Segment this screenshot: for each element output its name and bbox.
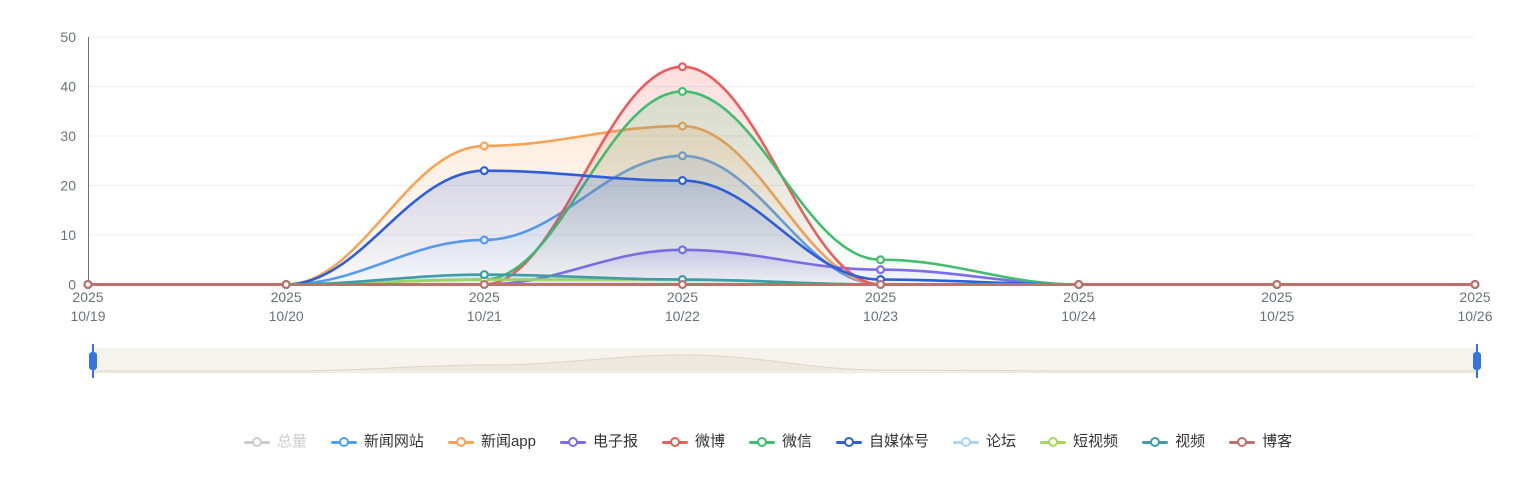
legend-line-icon	[661, 435, 688, 449]
legend-line-icon	[1040, 435, 1067, 449]
legend-item-博客[interactable]: 博客	[1229, 429, 1292, 455]
legend-line-icon	[243, 435, 270, 449]
datazoom-left-handle-icon[interactable]	[92, 343, 94, 378]
legend-label: 自媒体号	[869, 433, 930, 450]
datazoom-data-shadow	[93, 354, 1477, 372]
legend-item-新闻app[interactable]: 新闻app	[447, 429, 536, 455]
svg-text:10/21: 10/21	[467, 308, 502, 324]
legend-line-icon	[559, 435, 586, 449]
legend-item-新闻网站[interactable]: 新闻网站	[330, 429, 424, 455]
svg-text:50: 50	[60, 29, 76, 45]
series-line-博客	[83, 280, 1480, 290]
datazoom-right-handle-icon[interactable]	[1476, 343, 1478, 378]
legend-label: 新闻app	[480, 433, 536, 450]
legend-label: 电子报	[592, 433, 638, 450]
legend-item-论坛[interactable]: 论坛	[953, 429, 1016, 455]
svg-text:2025: 2025	[469, 289, 500, 305]
legend-label: 总量	[276, 433, 307, 450]
legend-label: 视频	[1175, 433, 1206, 450]
legend-item-总量[interactable]: 总量	[243, 429, 307, 455]
legend-line-icon	[953, 435, 980, 449]
legend-line-icon	[1229, 435, 1256, 449]
legend-label: 新闻网站	[363, 433, 424, 450]
svg-text:10/19: 10/19	[70, 308, 105, 324]
legend-item-微信[interactable]: 微信	[749, 429, 812, 455]
svg-text:10/25: 10/25	[1259, 308, 1294, 324]
y-axis-labels: 0 10 20 30 40 50	[60, 29, 76, 293]
svg-text:2025: 2025	[271, 289, 302, 305]
svg-text:2025: 2025	[1459, 289, 1490, 305]
svg-text:10/26: 10/26	[1457, 308, 1492, 324]
legend-label: 论坛	[986, 433, 1017, 450]
svg-text:40: 40	[60, 79, 76, 95]
legend-line-icon	[749, 435, 775, 449]
svg-text:10: 10	[60, 227, 76, 243]
svg-text:2025: 2025	[1261, 289, 1292, 305]
y-gridlines	[88, 36, 1475, 236]
line-chart-plot[interactable]: 01020304050202510/19202510/20202510/2120…	[0, 0, 1536, 340]
svg-text:2025: 2025	[72, 289, 103, 305]
svg-text:30: 30	[60, 128, 76, 144]
legend-label: 微博	[694, 433, 725, 450]
svg-text:2025: 2025	[865, 289, 896, 305]
legend-item-短视频[interactable]: 短视频	[1040, 429, 1118, 455]
legend-item-微博[interactable]: 微博	[661, 429, 725, 455]
legend-line-icon	[836, 435, 863, 449]
legend-item-视频[interactable]: 视频	[1142, 429, 1205, 455]
datazoom-slider[interactable]	[92, 343, 1478, 378]
legend-line-icon	[447, 435, 474, 449]
svg-text:20: 20	[60, 178, 76, 194]
legend: 总量 新闻网站 新闻app 电子报 微博 微信 自媒体号 论坛 短视频 视频 博客	[0, 429, 1536, 455]
legend-label: 微信	[782, 433, 813, 450]
legend-label: 短视频	[1073, 433, 1119, 450]
legend-item-电子报[interactable]: 电子报	[559, 429, 638, 455]
svg-text:10/22: 10/22	[665, 308, 700, 324]
svg-text:10/20: 10/20	[269, 308, 304, 324]
legend-line-icon	[1142, 435, 1169, 449]
svg-text:10/24: 10/24	[1061, 308, 1096, 324]
legend-item-自媒体号[interactable]: 自媒体号	[836, 429, 929, 455]
legend-line-icon	[330, 435, 357, 449]
legend-label: 博客	[1262, 433, 1293, 450]
svg-text:10/23: 10/23	[863, 308, 898, 324]
svg-text:0: 0	[68, 277, 76, 293]
svg-text:2025: 2025	[667, 289, 698, 305]
x-axis-labels: 2025 10/19 2025 10/20 2025 10/21 2025 10/22 2025…	[70, 289, 1492, 324]
svg-text:2025: 2025	[1063, 289, 1094, 305]
